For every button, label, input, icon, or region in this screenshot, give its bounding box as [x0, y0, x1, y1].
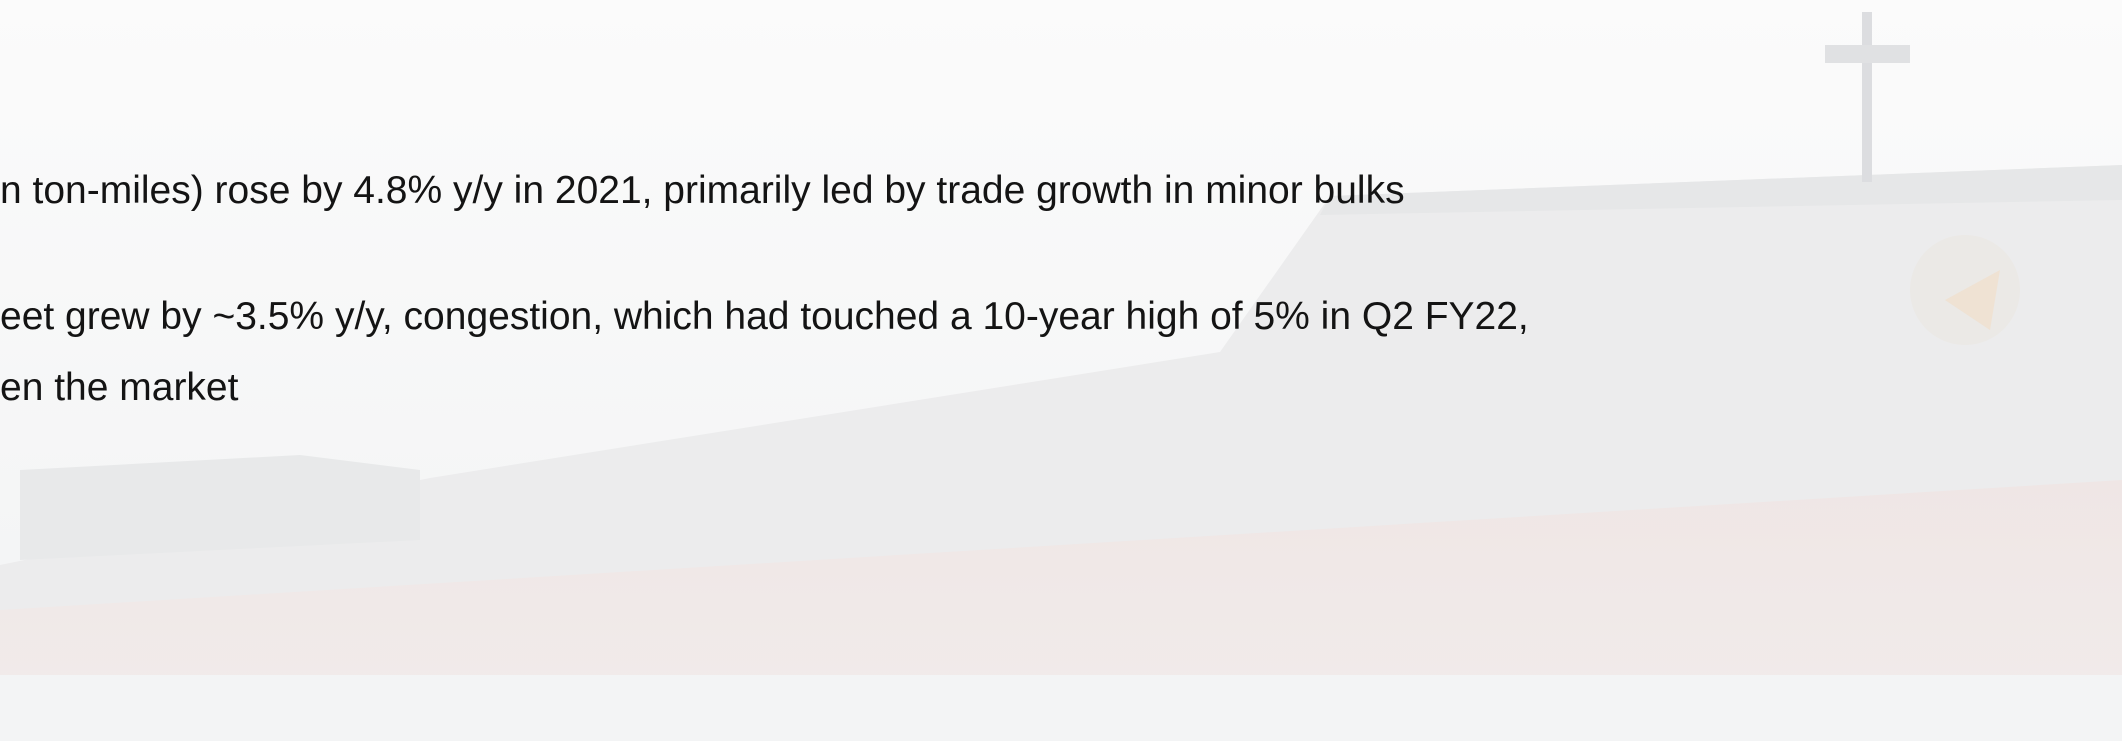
bullet-text: n ton-miles) rose by 4.8% y/y in 2021, p…: [0, 169, 1405, 212]
bullet-text: eet grew by ~3.5% y/y, congestion, which…: [0, 295, 1529, 338]
bullet-text: en the market: [0, 366, 239, 409]
slide: n ton-miles) rose by 4.8% y/y in 2021, p…: [0, 0, 2122, 741]
background-photo: [0, 0, 2122, 741]
